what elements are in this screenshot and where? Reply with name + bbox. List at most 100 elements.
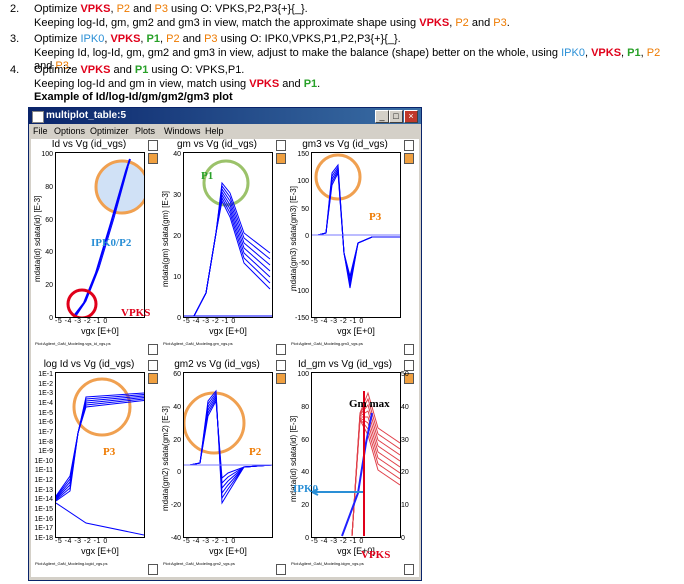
y-tick-label: -40: [170, 535, 181, 542]
panel-menu-button[interactable]: [404, 140, 414, 151]
window-titlebar[interactable]: multiplot_table:5 _ □ ×: [29, 108, 421, 124]
panel-option-button[interactable]: [404, 373, 414, 384]
y-tick-label: 80: [45, 183, 53, 191]
menu-help[interactable]: Help: [205, 126, 224, 136]
y2-tick-label: 50: [401, 371, 409, 378]
panel-menu-button[interactable]: [276, 140, 286, 151]
y-tick-label: 30: [173, 192, 181, 199]
ipk0-term: IPK0: [80, 33, 105, 45]
p2-term: P2: [455, 16, 469, 29]
plot-canvas[interactable]: [311, 152, 401, 318]
panel-footer: Plot:Agilent_GaN_Modeling.idgm_vgs.ps: [291, 561, 364, 566]
curve-svg: [66, 158, 144, 317]
step-text-segment: using O: VPKS,P2,P3{+}{_}.: [167, 3, 308, 15]
step-number: 4.: [10, 64, 20, 76]
id-vs-vg-panel: Id vs Vg (id_vgs) mdata(id) sdata(id) [E-…: [33, 139, 159, 357]
panel-menu-button[interactable]: [148, 140, 158, 151]
y-tick-label: 1E-6: [38, 419, 53, 427]
panel-footer-button[interactable]: [404, 564, 414, 575]
window-title: multiplot_table:5: [46, 110, 127, 121]
panel-option-button[interactable]: [148, 153, 158, 164]
panel-footer-button[interactable]: [148, 564, 158, 575]
curve: [193, 187, 271, 317]
step-text-segment: and: [110, 64, 135, 76]
idgm-vs-vg-panel: Id_gm vs Vg (id_vgs) mdata(id) sdata(id) …: [289, 359, 415, 577]
panel-title: gm vs Vg (id_vgs): [176, 139, 258, 150]
menu-options[interactable]: Options: [54, 126, 86, 136]
step-text-segment: ,: [110, 3, 117, 15]
step-text-segment: ,: [449, 16, 456, 29]
panel-footer: Plot:Agilent_GaN_Modeling.logid_vgs.ps: [35, 561, 108, 566]
y-tick-label: 20: [173, 436, 181, 444]
y-tick-label: 1E-10: [34, 457, 53, 465]
y-tick-label: 40: [173, 403, 181, 411]
x-axis-label: vgx [E+0]: [209, 326, 247, 336]
plot-canvas[interactable]: [311, 372, 401, 538]
y-tick-label: 50: [301, 205, 309, 213]
step-text-segment: Keeping Id, log-Id, gm, gm2 and gm3 in v…: [34, 46, 562, 59]
panel-footer: Plot:Agilent_GaN_Modeling.gm2_vgs.ps: [163, 561, 235, 566]
panel-footer-button[interactable]: [404, 344, 414, 355]
menu-optimizer[interactable]: Optimizer: [90, 126, 129, 136]
y-tick-label: 1E-7: [38, 428, 53, 436]
y-tick-label: 1E-12: [34, 477, 53, 485]
panel-menu-button[interactable]: [148, 360, 158, 371]
y-tick-label: -20: [170, 502, 181, 510]
arrow-head: [312, 488, 319, 496]
step-text: Optimize VPKS and P1 using O: VPKS,P1. K…: [34, 64, 320, 105]
example-heading: Example of Id/log-Id/gm/gm2/gm3 plot: [34, 91, 233, 103]
menu-plots[interactable]: Plots: [135, 126, 156, 136]
curve-svg: [184, 159, 272, 317]
y-tick-label: 1E-15: [34, 506, 53, 514]
y-tick-label: 40: [45, 249, 53, 257]
panel-menu-button[interactable]: [276, 360, 286, 371]
y2-tick-label: 10: [401, 502, 409, 510]
panel-option-button[interactable]: [404, 153, 414, 164]
panel-footer-button[interactable]: [276, 564, 286, 575]
minimize-button[interactable]: _: [375, 110, 389, 123]
step-text-segment: and: [34, 60, 56, 72]
y-tick-label: 1E-18: [34, 535, 53, 542]
y-tick-label: 1E-14: [34, 496, 53, 504]
p2-label: P2: [249, 446, 262, 458]
plot-canvas[interactable]: [183, 152, 273, 318]
panel-option-button[interactable]: [276, 153, 286, 164]
step-text-segment: Optimize: [34, 33, 81, 45]
panel-menu-button[interactable]: [404, 360, 414, 371]
panel-footer: Plot:Agilent_GaN_Modeling.vgs_id_vgs.ps: [35, 341, 111, 346]
plot-canvas[interactable]: [55, 152, 145, 318]
multiplot-window: multiplot_table:5 _ □ × File Options Opt…: [28, 107, 422, 581]
menu-file[interactable]: File: [33, 126, 48, 136]
curve: [193, 190, 271, 317]
maximize-button[interactable]: □: [389, 110, 403, 123]
close-button[interactable]: ×: [404, 110, 418, 123]
panel-option-button[interactable]: [148, 373, 158, 384]
x-tick-labels: -5 -4 -3 -2 -1 0: [55, 318, 108, 325]
x-tick-labels: -5 -4 -3 -2 -1 0: [55, 538, 108, 545]
panel-footer-button[interactable]: [276, 344, 286, 355]
x-tick-labels: -5 -4 -3 -2 -1 0: [183, 538, 236, 545]
y-tick-label: 10: [173, 274, 181, 281]
curve-svg: [312, 391, 400, 537]
panel-option-button[interactable]: [276, 373, 286, 384]
y-tick-label: 1E-1: [38, 371, 53, 378]
menu-windows[interactable]: Windows: [164, 126, 201, 136]
y-tick-label: 60: [173, 371, 181, 378]
y-tick-label: 0: [177, 315, 181, 322]
step-line: Keeping log-Id, gm, gm2 and gm3 in view,…: [34, 17, 510, 31]
panel-title: gm2 vs Vg (id_vgs): [174, 359, 260, 370]
step-text-segment: Keeping log-Id, gm, gm2 and gm3 in view,…: [34, 16, 420, 29]
x-axis-label: vgx [E+0]: [337, 326, 375, 336]
y-tick-label: 1E-17: [34, 525, 53, 533]
plot-canvas[interactable]: [183, 372, 273, 538]
y2-tick-label: 30: [401, 436, 409, 444]
p3-label: P3: [103, 446, 116, 458]
p3-term: P3: [493, 16, 507, 29]
step-text-segment: ,: [140, 33, 147, 45]
y-tick-label: 1E-3: [38, 390, 53, 398]
y-axis-label: mdata(id) sdata(id) [E-3]: [289, 415, 298, 503]
p1-term: P1: [627, 46, 641, 59]
panel-footer-button[interactable]: [148, 344, 158, 355]
p3-label: P3: [369, 211, 382, 223]
plot-canvas[interactable]: [55, 372, 145, 538]
